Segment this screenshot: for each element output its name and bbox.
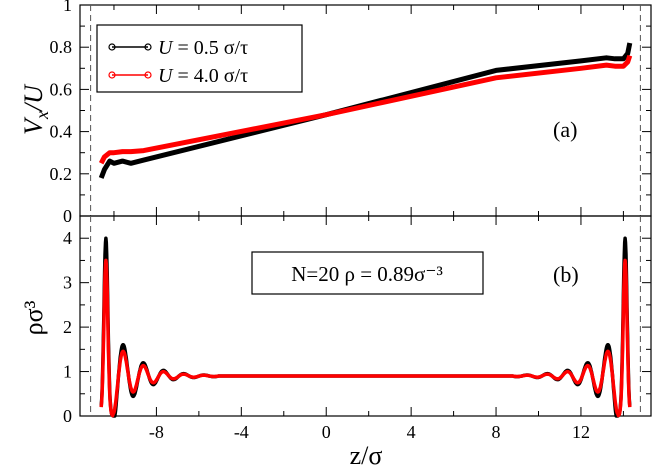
panel-a-y-label: Vx/U (19, 83, 52, 135)
legend: U = 0.5 σ/τ U = 4.0 σ/τ (96, 24, 303, 93)
series-line-red (98, 54, 633, 165)
annotation-box (251, 251, 484, 295)
panel-b-frame (79, 215, 652, 417)
annotation-text: N=20 ρ = 0.89σ⁻³ (291, 262, 443, 286)
legend-marker-red-right (144, 71, 152, 79)
y-tick-label: 1 (63, 362, 72, 382)
y-tick-label: 0.2 (50, 164, 73, 184)
y-tick-label: 3 (63, 273, 72, 293)
legend-marker-black-right (144, 43, 152, 51)
x-tick-label: 8 (492, 422, 501, 442)
legend-entry-red: U = 4.0 σ/τ (158, 65, 248, 87)
density-line-red (99, 258, 632, 418)
y-tick-label: 0.6 (50, 79, 73, 99)
y-tick-label: 0.4 (50, 122, 73, 142)
y-tick-label: 0 (63, 406, 72, 426)
x-tick-label: 4 (407, 422, 416, 442)
x-axis-label: z/σ (350, 441, 383, 470)
panel-b-series (99, 236, 632, 418)
panel-b-y-tick-labels: 0 1 2 3 4 (63, 228, 72, 426)
y-tick-label: 4 (63, 228, 72, 248)
panel-b-tag: (b) (553, 262, 579, 287)
panel-a-walls (90, 5, 641, 216)
panel-b-y-label: ρσ³ (19, 300, 48, 335)
y-tick-label: 2 (63, 317, 72, 337)
y-tick-label: 1 (63, 0, 72, 15)
panel-a-series (98, 42, 633, 179)
legend-marker-red-left (108, 71, 116, 79)
panel-a-tag: (a) (553, 117, 577, 142)
legend-marker-black-left (108, 43, 116, 51)
y-tick-label: 0 (63, 206, 72, 226)
panel-b-ticks (80, 216, 651, 417)
legend-box (96, 24, 303, 93)
x-tick-label: 0 (322, 422, 331, 442)
x-tick-label: -4 (234, 422, 249, 442)
legend-entry-black: U = 0.5 σ/τ (158, 37, 248, 59)
panel-b-walls (90, 216, 641, 416)
y-tick-label: 0.8 (50, 37, 73, 57)
panel-a-y-tick-labels: 0 0.2 0.4 0.6 0.8 1 (50, 0, 73, 226)
x-tick-labels: -8 -4 0 4 8 12 (149, 422, 590, 442)
x-tick-label: -8 (149, 422, 164, 442)
panel-a: 0 0.2 0.4 0.6 0.8 1 Vx/U U = 0.5 σ/τ U = 4.0 … (19, 0, 652, 226)
x-tick-label: 12 (572, 422, 590, 442)
